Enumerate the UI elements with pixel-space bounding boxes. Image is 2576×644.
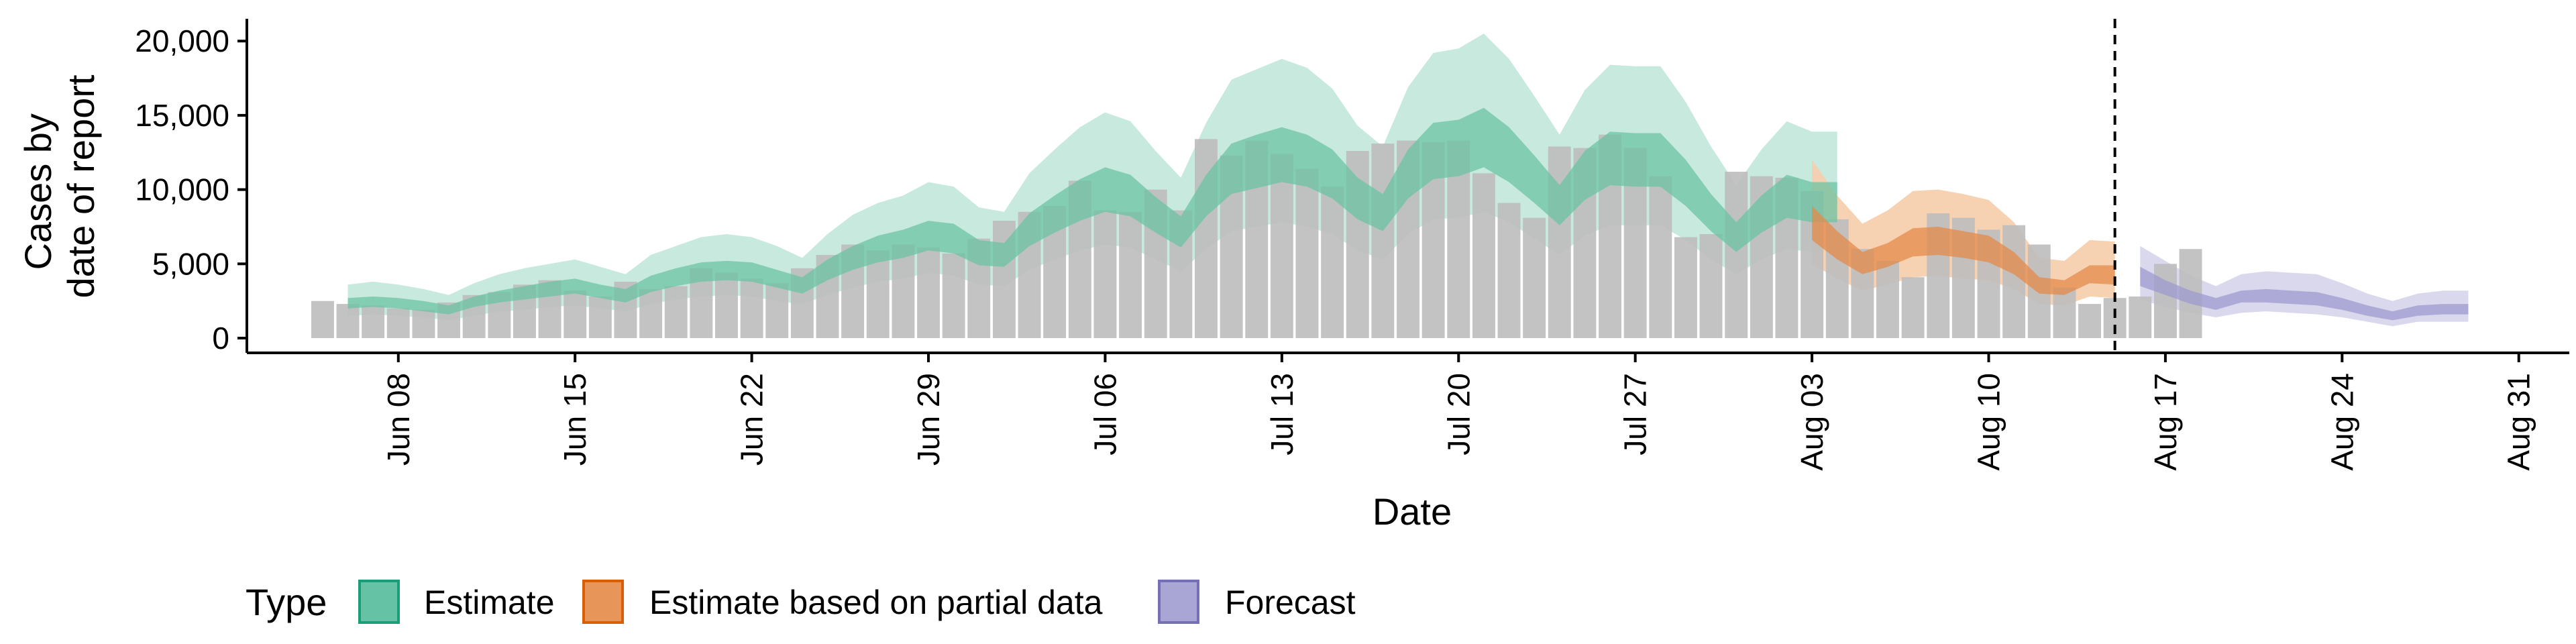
reported-cases-bars — [311, 134, 2202, 339]
reported-cases-bar — [1674, 237, 1697, 338]
y-tick-label: 20,000 — [135, 23, 229, 58]
legend-key-partial-estimate — [582, 580, 624, 624]
reported-cases-bar — [1497, 203, 1521, 338]
x-tick-label: Jul 20 — [1441, 373, 1476, 455]
legend-title: Type — [246, 581, 327, 623]
y-axis-title-line-1: Cases by — [17, 113, 59, 270]
uncertainty-bands-inner — [347, 107, 2469, 321]
legend-label-forecast: Forecast — [1225, 584, 1356, 621]
reported-cases-bar — [1901, 277, 1925, 338]
x-tick-label: Aug 31 — [2502, 373, 2536, 471]
x-tick-label: Jun 08 — [381, 373, 416, 466]
y-tick-label: 15,000 — [135, 98, 229, 133]
reported-cases-bar — [1321, 186, 1344, 338]
legend-key-estimate — [358, 580, 400, 624]
reported-cases-bar — [336, 304, 360, 338]
reported-cases-bar — [740, 278, 763, 338]
reported-cases-bar — [917, 247, 940, 338]
y-axis-title-line-2: date of report — [60, 74, 102, 299]
reported-cases-bar — [664, 286, 688, 338]
reported-cases-bar — [1725, 172, 1748, 338]
partial-estimate-inner-band — [1812, 206, 2115, 295]
reported-cases-bar — [1523, 217, 1546, 338]
x-axis-title: Date — [1373, 490, 1452, 533]
x-tick-label: Aug 10 — [1972, 373, 2006, 471]
x-tick-label: Aug 24 — [2324, 373, 2359, 471]
reported-cases-bar — [715, 272, 738, 338]
axes — [246, 19, 2569, 354]
x-tick-label: Jun 22 — [735, 373, 769, 466]
reported-cases-bar — [892, 244, 915, 338]
reported-cases-bar — [564, 290, 587, 338]
legend-key-forecast — [1158, 580, 1199, 624]
reported-cases-bar — [2154, 264, 2177, 338]
x-tick-label: Jul 06 — [1087, 373, 1122, 455]
reported-cases-bar — [311, 301, 334, 338]
x-tick-label: Aug 03 — [1794, 373, 1829, 471]
x-tick-label: Jul 13 — [1265, 373, 1299, 455]
y-tick-label: 0 — [212, 321, 229, 356]
reported-cases-bar — [1699, 234, 1723, 338]
reported-cases-bar — [1270, 154, 1293, 338]
reported-cases-bar — [1371, 144, 1395, 338]
y-axis-title: Cases by date of report — [17, 74, 102, 299]
x-tick-label: Jun 15 — [557, 373, 592, 466]
reported-cases-bar — [765, 283, 789, 338]
reported-cases-bar — [1119, 211, 1142, 338]
reported-cases-bar — [588, 297, 612, 338]
y-axis-ticks: 0 5,000 10,000 15,000 20,000 — [135, 23, 247, 356]
reported-cases-bar — [362, 305, 385, 338]
reported-cases-bar — [2002, 225, 2026, 338]
legend: Type Estimate Estimate based on partial … — [246, 580, 1356, 624]
x-tick-label: Jul 27 — [1618, 373, 1653, 455]
reported-cases-bar — [942, 253, 965, 338]
reported-cases-bar — [866, 250, 890, 338]
reported-cases-bar — [1093, 210, 1117, 338]
x-tick-label: Aug 17 — [2148, 373, 2183, 471]
y-tick-label: 5,000 — [152, 246, 229, 281]
reported-cases-bar — [1649, 176, 1672, 338]
reported-cases-bar — [1295, 168, 1319, 338]
reported-cases-bar — [412, 309, 435, 338]
reported-cases-bar — [1876, 260, 1899, 338]
legend-label-partial-estimate: Estimate based on partial data — [649, 584, 1103, 621]
y-tick-label: 10,000 — [135, 172, 229, 207]
reported-cases-bar — [2129, 297, 2152, 338]
forecast-inner-band — [2140, 266, 2469, 321]
reported-cases-bar — [2078, 304, 2101, 338]
estimate-inner-band — [347, 107, 1837, 315]
reported-cases-bar — [1472, 173, 1495, 338]
x-axis-ticks: Jun 08 Jun 15 Jun 22 Jun 29 Jul 06 Jul 13 Jul … — [381, 353, 2536, 471]
reported-cases-bar — [386, 308, 410, 338]
x-tick-label: Jun 29 — [911, 373, 946, 466]
reported-cases-bar — [2053, 287, 2076, 338]
reported-cases-bar — [639, 288, 663, 338]
legend-label-estimate: Estimate — [424, 584, 555, 621]
